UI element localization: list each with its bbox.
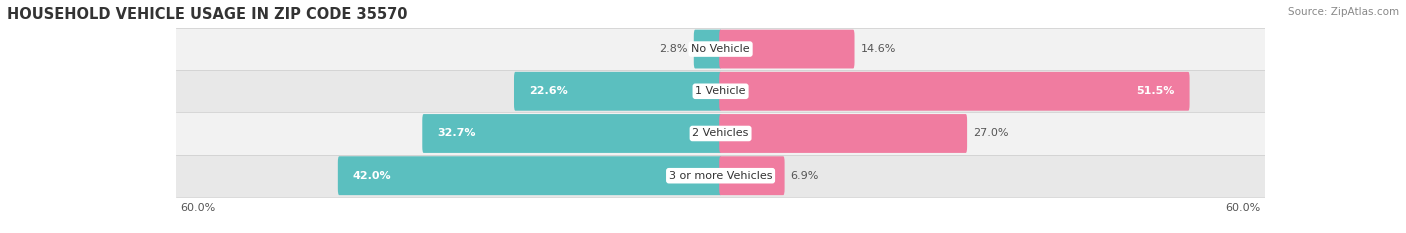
Text: 27.0%: 27.0% <box>973 128 1008 138</box>
Bar <box>176 28 1265 70</box>
Text: 22.6%: 22.6% <box>529 86 568 96</box>
Text: 1 Vehicle: 1 Vehicle <box>696 86 745 96</box>
Text: 14.6%: 14.6% <box>860 44 896 54</box>
Text: 2 Vehicles: 2 Vehicles <box>692 128 749 138</box>
Text: 3 or more Vehicles: 3 or more Vehicles <box>669 171 772 181</box>
Text: 6.9%: 6.9% <box>790 171 818 181</box>
Bar <box>176 112 1265 155</box>
Text: 60.0%: 60.0% <box>1226 203 1261 213</box>
FancyBboxPatch shape <box>337 156 721 195</box>
Bar <box>176 70 1265 112</box>
FancyBboxPatch shape <box>720 72 1189 111</box>
FancyBboxPatch shape <box>693 30 721 69</box>
Text: Source: ZipAtlas.com: Source: ZipAtlas.com <box>1288 7 1399 17</box>
Text: 42.0%: 42.0% <box>353 171 391 181</box>
Bar <box>176 155 1265 197</box>
FancyBboxPatch shape <box>720 114 967 153</box>
Text: 2.8%: 2.8% <box>659 44 688 54</box>
Text: 32.7%: 32.7% <box>437 128 475 138</box>
FancyBboxPatch shape <box>720 30 855 69</box>
FancyBboxPatch shape <box>515 72 721 111</box>
Text: HOUSEHOLD VEHICLE USAGE IN ZIP CODE 35570: HOUSEHOLD VEHICLE USAGE IN ZIP CODE 3557… <box>7 7 408 22</box>
Text: 60.0%: 60.0% <box>180 203 215 213</box>
Text: 51.5%: 51.5% <box>1136 86 1174 96</box>
FancyBboxPatch shape <box>720 156 785 195</box>
FancyBboxPatch shape <box>422 114 721 153</box>
Text: No Vehicle: No Vehicle <box>692 44 749 54</box>
